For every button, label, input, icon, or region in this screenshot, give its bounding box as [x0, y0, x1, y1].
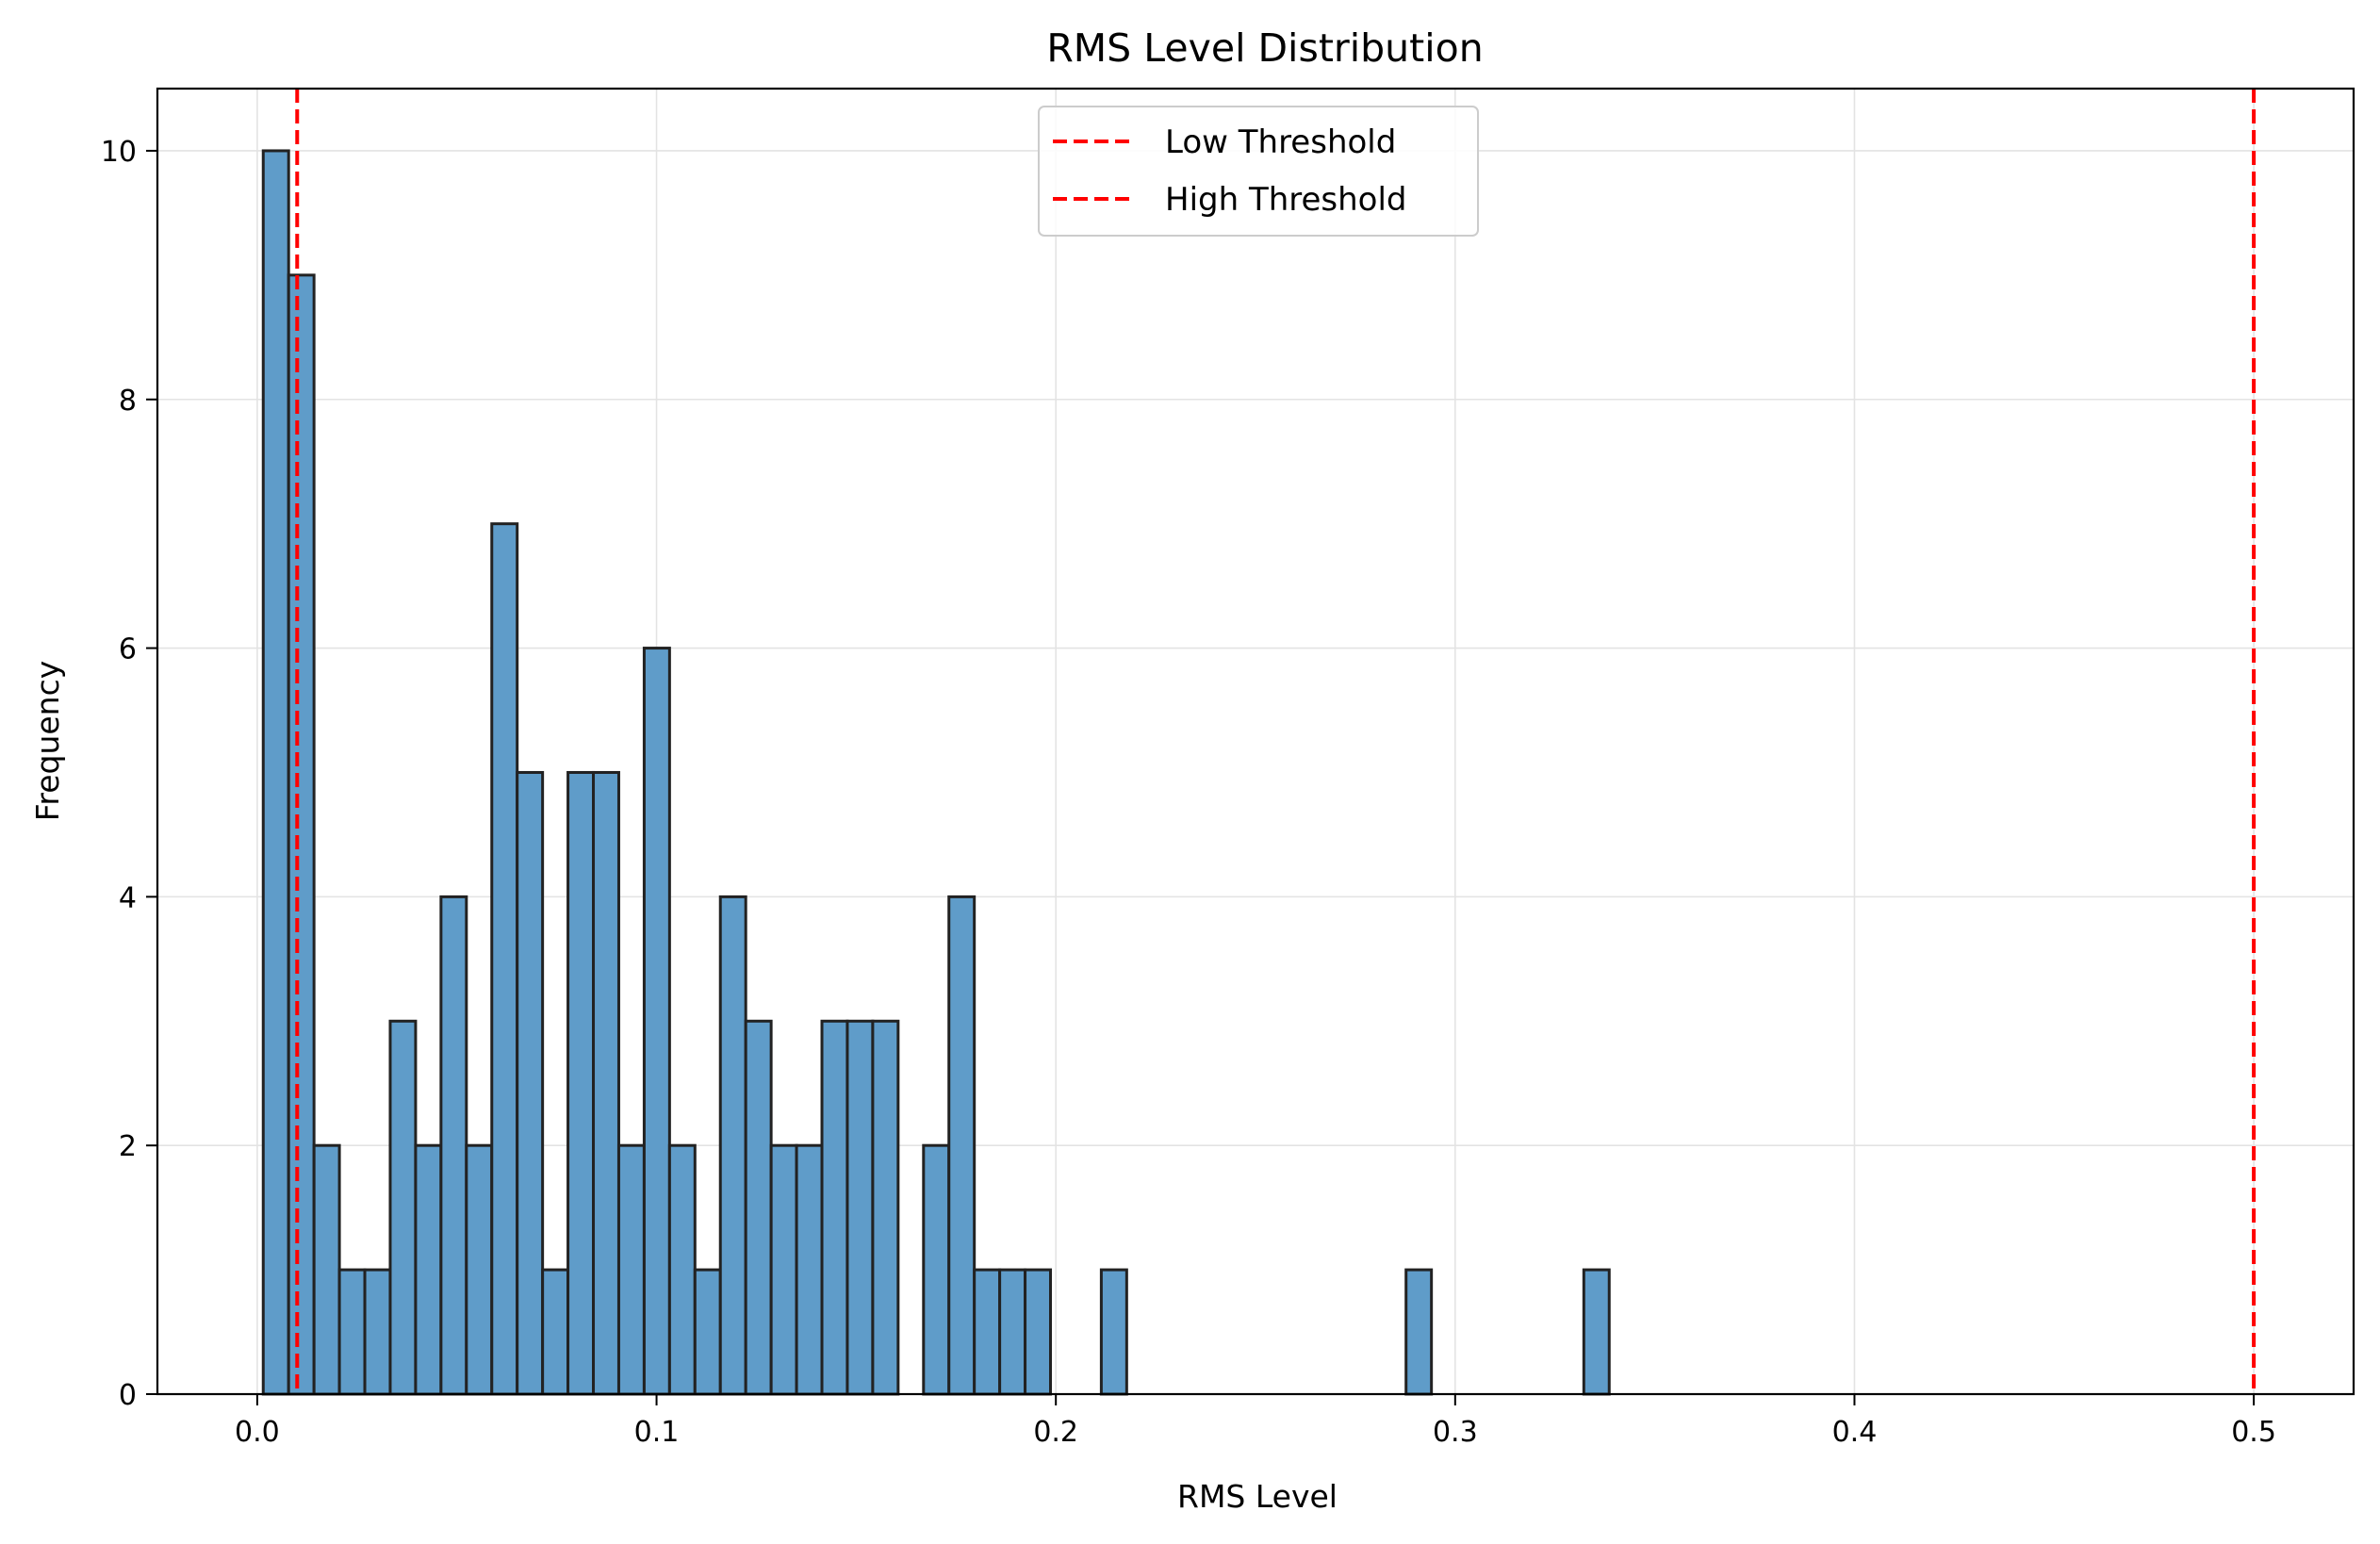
- histogram-bar: [1404, 1268, 1434, 1396]
- histogram-bar: [541, 1268, 570, 1396]
- histogram-bar: [592, 770, 620, 1396]
- y-axis-ticks: 0 2 4 6 8 10: [101, 136, 157, 1412]
- legend: Low Threshold High Threshold: [1038, 106, 1479, 237]
- histogram-bar: [388, 1019, 418, 1396]
- x-tick-label: 0.5: [2231, 1416, 2276, 1449]
- y-tick-label: 6: [119, 633, 137, 666]
- legend-label-high-threshold: High Threshold: [1165, 181, 1407, 219]
- legend-label-low-threshold: Low Threshold: [1165, 123, 1396, 161]
- threshold-lines: [295, 89, 2257, 1394]
- histogram-bar: [287, 273, 316, 1396]
- y-tick-label: 8: [119, 385, 137, 418]
- histogram-bar: [642, 647, 671, 1396]
- histogram-bar: [769, 1143, 798, 1396]
- x-tick-label: 0.3: [1433, 1416, 1478, 1449]
- histogram-bar: [947, 895, 977, 1396]
- x-tick-label: 0.0: [235, 1416, 280, 1449]
- histogram-bar: [465, 1143, 494, 1396]
- histogram-bar: [363, 1268, 392, 1396]
- histogram-bar: [845, 1019, 875, 1396]
- histogram-bar: [516, 770, 545, 1396]
- legend-box: [1038, 106, 1479, 237]
- histogram-bar: [744, 1019, 773, 1396]
- histogram-bar: [820, 1019, 849, 1396]
- x-tick-label: 0.1: [634, 1416, 680, 1449]
- histogram-bar: [312, 1143, 341, 1396]
- chart-title: RMS Level Distribution: [1046, 25, 1483, 71]
- y-tick-label: 2: [119, 1130, 137, 1163]
- histogram-bar: [871, 1019, 900, 1396]
- y-tick-label: 10: [101, 136, 137, 169]
- histogram-bar: [337, 1268, 367, 1396]
- histogram-bar: [566, 770, 596, 1396]
- histogram-bar: [1582, 1268, 1611, 1396]
- histogram-bar: [998, 1268, 1027, 1396]
- histogram-bars: [261, 149, 1611, 1396]
- histogram-bar: [616, 1143, 646, 1396]
- histogram-bar: [414, 1143, 443, 1396]
- y-tick-label: 4: [119, 881, 137, 914]
- histogram-bar: [922, 1143, 951, 1396]
- histogram-bar: [1024, 1268, 1053, 1396]
- histogram-bar: [693, 1268, 722, 1396]
- x-tick-label: 0.4: [1832, 1416, 1878, 1449]
- y-tick-label: 0: [119, 1379, 137, 1412]
- plot-frame: [156, 87, 2355, 1396]
- x-axis-label: RMS Level: [1177, 1478, 1338, 1515]
- histogram-bar: [490, 522, 519, 1396]
- histogram-bar: [261, 149, 290, 1396]
- y-axis-label: Frequency: [29, 661, 66, 821]
- histogram-bar: [439, 895, 468, 1396]
- histogram-bar: [718, 895, 747, 1396]
- histogram-bar: [667, 1143, 697, 1396]
- histogram-bar: [973, 1268, 1002, 1396]
- histogram-bar: [1099, 1268, 1128, 1396]
- histogram-bar: [795, 1143, 824, 1396]
- x-axis-ticks: 0.0 0.1 0.2 0.3 0.4 0.5: [235, 1394, 2276, 1449]
- x-tick-label: 0.2: [1033, 1416, 1078, 1449]
